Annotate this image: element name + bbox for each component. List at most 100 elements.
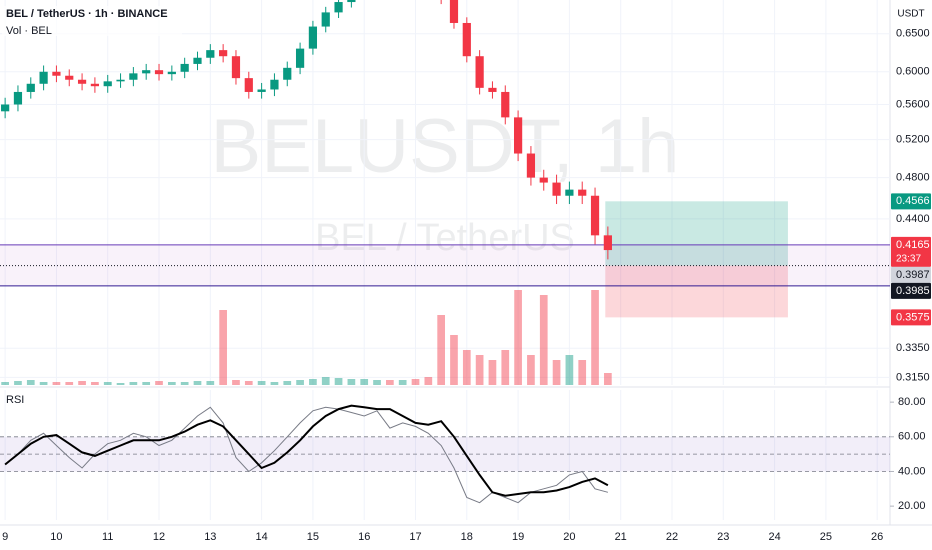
y-tick-label: 0.5200	[896, 134, 930, 146]
countdown-label: 23:37	[896, 254, 921, 265]
watermark-sub: BEL / TetherUS	[315, 217, 575, 259]
y-tick-label: 0.6500	[896, 28, 930, 40]
volume-bar	[206, 381, 215, 385]
candle-body	[219, 50, 228, 57]
price-label: 0.3985	[896, 285, 930, 297]
volume-bar	[514, 290, 522, 385]
volume-bar	[424, 377, 433, 385]
volume-bar	[129, 382, 138, 385]
volume-bar	[193, 381, 202, 385]
volume-bar	[52, 382, 61, 385]
position-profit	[605, 201, 788, 266]
volume-bar	[462, 350, 471, 385]
candle-body	[154, 70, 164, 75]
volume-bar	[39, 382, 48, 385]
candle-body	[206, 50, 215, 58]
volume-bar	[578, 360, 587, 385]
volume-bar	[14, 381, 22, 385]
volume-bar	[296, 380, 304, 385]
price-label-bg	[891, 309, 931, 326]
candle-body	[321, 12, 330, 27]
volume-bar	[450, 335, 458, 385]
candle-body	[565, 189, 574, 196]
watermark: BELUSDT, 1h	[211, 104, 680, 189]
x-tick-label: 12	[153, 531, 165, 543]
price-label: 0.3575	[896, 311, 930, 323]
x-tick-label: 26	[871, 531, 883, 543]
y-tick-label: 0.4800	[896, 172, 930, 184]
price-label: 0.4566	[896, 195, 930, 207]
rsi-pane	[0, 390, 890, 520]
price-label-bg	[891, 282, 931, 299]
candle-body	[590, 195, 600, 236]
candle-body	[65, 75, 74, 80]
candle-body	[244, 78, 253, 92]
x-tick-label: 9	[2, 531, 8, 543]
volume-bar	[565, 355, 574, 385]
price-label-bg	[891, 236, 931, 267]
y-tick-label: 0.4400	[896, 213, 930, 225]
candle-body	[308, 26, 318, 49]
x-tick-label: 20	[563, 531, 575, 543]
candle-body	[257, 89, 266, 92]
y-tick-label: 0.3350	[896, 342, 930, 354]
candle-body	[488, 87, 497, 92]
y-tick-label: 0.5600	[896, 98, 930, 110]
x-tick-label: 19	[512, 531, 524, 543]
volume-label: Vol · BEL	[6, 25, 52, 37]
candle-body	[129, 73, 138, 80]
candle-body	[578, 189, 587, 196]
candle-body	[295, 48, 305, 68]
y-tick-label: 0.3150	[896, 371, 930, 383]
volume-bar	[501, 350, 510, 385]
volume-bar	[437, 315, 445, 385]
volume-bar	[411, 379, 420, 385]
candle-body	[334, 2, 343, 13]
volume-bar	[527, 355, 535, 385]
x-tick-label: 10	[50, 531, 62, 543]
volume-bar	[219, 310, 227, 385]
volume-bar	[386, 380, 394, 385]
volume-bar	[360, 379, 369, 385]
candle-body	[347, 0, 356, 3]
position-loss	[605, 265, 788, 318]
candle-body	[180, 63, 189, 72]
candle-body	[603, 235, 612, 251]
x-tick-label: 22	[666, 531, 678, 543]
x-tick-label: 25	[820, 531, 832, 543]
volume-bar	[257, 381, 266, 385]
rsi-tick-label: 40.00	[898, 465, 926, 477]
volume-bar	[539, 295, 548, 385]
volume-bar	[373, 380, 381, 385]
volume-bar	[309, 379, 317, 385]
volume-bar	[591, 290, 599, 385]
x-tick-label: 24	[768, 531, 780, 543]
x-tick-label: 14	[255, 531, 267, 543]
volume-bar	[334, 378, 343, 385]
candle-body	[270, 79, 279, 90]
candle-body	[475, 56, 484, 88]
volume-bar	[78, 381, 86, 385]
volume-bar	[26, 380, 35, 385]
legend-bg	[2, 6, 182, 36]
candle-body	[90, 83, 100, 87]
candle-body	[103, 81, 112, 87]
candle-body	[39, 71, 48, 84]
rsi-tick-label: 80.00	[898, 396, 926, 408]
price-label: 0.3987	[896, 269, 930, 281]
axes: 9 10 11 12 13 14 15 16 17 18 19 20 21 22 23 24 25 26 0.650…	[2, 28, 931, 543]
x-tick-label: 15	[307, 531, 319, 543]
rsi-ma-line	[4, 404, 609, 497]
y-tick-label: 0.6000	[896, 66, 930, 78]
x-tick-label: 21	[615, 531, 627, 543]
x-tick-label: 13	[204, 531, 216, 543]
candle-body	[52, 71, 61, 76]
candle-body	[283, 67, 292, 80]
x-tick-label: 16	[358, 531, 370, 543]
candle-body	[539, 177, 548, 183]
volume-bar	[244, 381, 253, 385]
candle-body	[193, 57, 202, 64]
price-label-bg	[891, 193, 931, 210]
volume-bar	[552, 360, 561, 385]
